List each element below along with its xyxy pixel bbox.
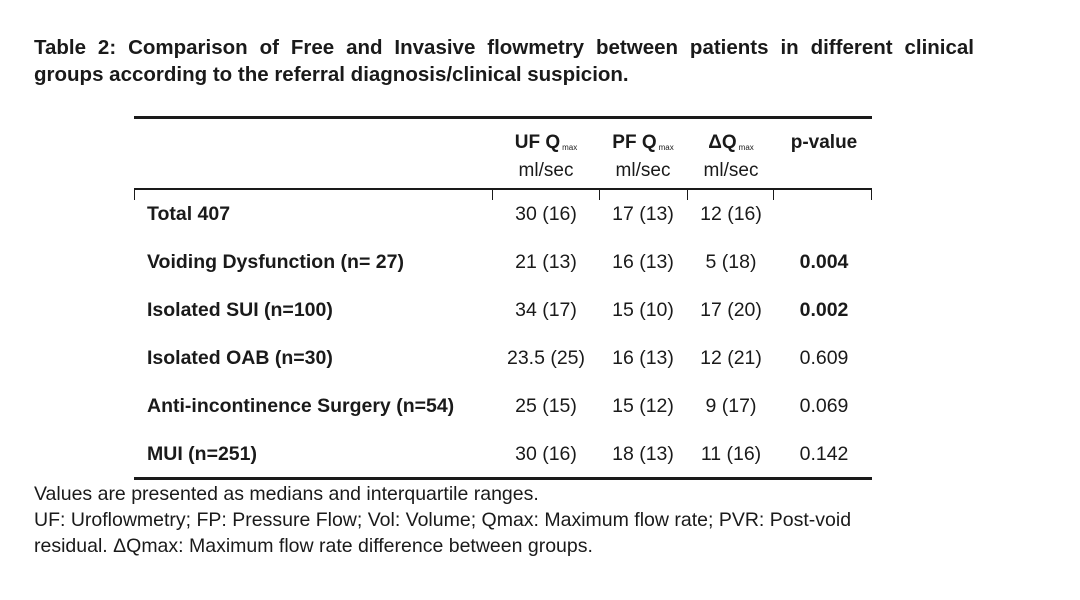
header-dq-sub: max [738,143,754,152]
table-caption: Table 2: Comparison of Free and Invasive… [34,36,974,86]
cell-uf-qmax: 23.5 (25) [506,347,586,369]
cell-p-value: 0.142 [799,443,849,465]
cell-pf-qmax: 16 (13) [612,251,674,273]
row-label: Anti-incontinence Surgery (n=54) [147,395,455,417]
header-uf-unit: ml/sec [518,160,574,181]
cell-pf-qmax: 15 (12) [612,395,674,417]
header-pf-unit: ml/sec [615,160,671,181]
cell-p-value: 0.004 [799,251,849,273]
header-uf-sub: max [562,143,578,152]
header-rule-tick [871,188,872,200]
header-dq-unit: ml/sec [703,160,759,181]
header-rule-tick [599,188,600,200]
cell-p-value: 0.002 [799,299,849,321]
header-pf-label: PF Q [612,132,657,153]
cell-uf-qmax: 25 (15) [515,395,577,417]
cell-delta-qmax: 12 (21) [700,347,762,369]
row-label: Voiding Dysfunction (n= 27) [147,251,404,273]
cell-delta-qmax: 12 (16) [700,203,762,225]
header-rule-tick [687,188,688,200]
header-pf-sub: max [658,143,674,152]
cell-uf-qmax: 30 (16) [515,203,577,225]
header-p-label: p-value [790,132,858,153]
cell-p-value: 0.069 [799,395,849,417]
cell-uf-qmax: 30 (16) [515,443,577,465]
table-note: UF: Uroflowmetry; FP: Pressure Flow; Vol… [34,509,852,531]
cell-delta-qmax: 5 (18) [705,251,757,273]
table-note: residual. ΔQmax: Maximum flow rate diffe… [34,535,593,557]
cell-delta-qmax: 9 (17) [705,395,757,417]
row-label: Isolated SUI (n=100) [147,299,333,321]
header-uf-label: UF Q [514,132,561,153]
cell-delta-qmax: 11 (16) [700,443,762,465]
header-dq-label: ΔQ [708,132,737,153]
cell-pf-qmax: 17 (13) [612,203,674,225]
cell-delta-qmax: 17 (20) [700,299,762,321]
row-label: MUI (n=251) [147,443,257,465]
header-rule-tick [134,188,135,200]
row-label: Isolated OAB (n=30) [147,347,333,369]
table-top-rule [134,116,872,119]
cell-uf-qmax: 21 (13) [515,251,577,273]
table-header-rule [134,188,872,190]
header-rule-tick [492,188,493,200]
row-label: Total 407 [147,203,231,225]
table-note: Values are presented as medians and inte… [34,483,539,505]
cell-pf-qmax: 18 (13) [612,443,674,465]
table-notes: Values are presented as medians and inte… [34,481,1034,559]
cell-pf-qmax: 16 (13) [612,347,674,369]
cell-pf-qmax: 15 (10) [612,299,674,321]
header-rule-tick [773,188,774,200]
cell-uf-qmax: 34 (17) [515,299,577,321]
header-delta-qmax: ΔQ max ml/sec [691,130,771,183]
table-bottom-rule [134,477,872,480]
cell-p-value: 0.609 [799,347,849,369]
header-p-value: p-value [778,130,870,155]
